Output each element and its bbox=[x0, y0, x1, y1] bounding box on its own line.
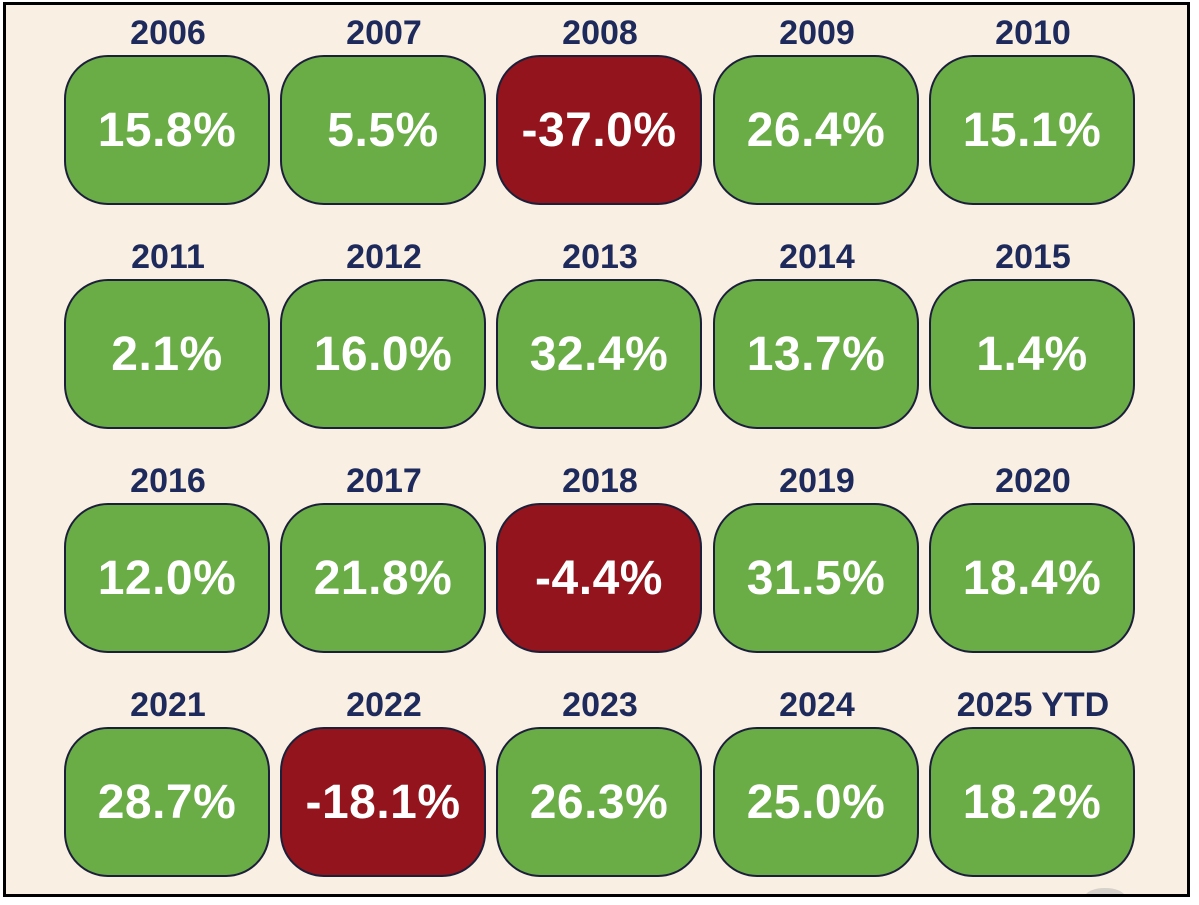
year-label: 2020 bbox=[995, 462, 1071, 500]
year-cell: 2017 21.8% bbox=[280, 461, 488, 653]
return-value: 12.0% bbox=[97, 551, 237, 605]
year-cell: 2013 32.4% bbox=[496, 237, 704, 429]
year-cell: 2015 1.4% bbox=[929, 237, 1137, 429]
year-label: 2024 bbox=[779, 686, 855, 724]
year-cell: 2011 2.1% bbox=[64, 237, 272, 429]
year-label: 2013 bbox=[562, 238, 638, 276]
year-label: 2022 bbox=[346, 686, 422, 724]
year-cell: 2009 26.4% bbox=[713, 13, 921, 205]
positive-return-tile: 15.1% bbox=[929, 55, 1135, 205]
positive-return-tile: 21.8% bbox=[280, 503, 486, 653]
year-cell: 2016 12.0% bbox=[64, 461, 272, 653]
return-value: 5.5% bbox=[327, 103, 439, 157]
return-value: 26.3% bbox=[529, 775, 669, 829]
corner-mark bbox=[1085, 888, 1125, 894]
year-label: 2025 YTD bbox=[956, 686, 1110, 724]
negative-return-tile: -18.1% bbox=[280, 727, 486, 877]
return-value: 15.8% bbox=[97, 103, 237, 157]
year-cell: 2018 -4.4% bbox=[496, 461, 704, 653]
return-value: 18.2% bbox=[962, 775, 1102, 829]
year-label: 2010 bbox=[995, 14, 1071, 52]
return-value: 1.4% bbox=[976, 327, 1088, 381]
year-label: 2015 bbox=[995, 238, 1071, 276]
year-cell: 2008 -37.0% bbox=[496, 13, 704, 205]
positive-return-tile: 15.8% bbox=[64, 55, 270, 205]
return-value: 13.7% bbox=[746, 327, 886, 381]
positive-return-tile: 25.0% bbox=[713, 727, 919, 877]
year-label: 2007 bbox=[346, 14, 422, 52]
year-label: 2011 bbox=[131, 238, 205, 276]
positive-return-tile: 5.5% bbox=[280, 55, 486, 205]
negative-return-tile: -4.4% bbox=[496, 503, 702, 653]
return-value: 16.0% bbox=[313, 327, 453, 381]
positive-return-tile: 26.3% bbox=[496, 727, 702, 877]
year-label: 2008 bbox=[562, 14, 638, 52]
year-cell: 2025 YTD 18.2% bbox=[929, 685, 1137, 877]
positive-return-tile: 31.5% bbox=[713, 503, 919, 653]
positive-return-tile: 13.7% bbox=[713, 279, 919, 429]
positive-return-tile: 32.4% bbox=[496, 279, 702, 429]
positive-return-tile: 1.4% bbox=[929, 279, 1135, 429]
returns-chart-frame: 2006 15.8% 2007 5.5% 2008 -37.0% 2009 26.4% 2010… bbox=[3, 2, 1190, 897]
negative-return-tile: -37.0% bbox=[496, 55, 702, 205]
positive-return-tile: 28.7% bbox=[64, 727, 270, 877]
return-value: 25.0% bbox=[746, 775, 886, 829]
return-value: -4.4% bbox=[535, 551, 663, 605]
return-value: -37.0% bbox=[521, 103, 677, 157]
returns-grid: 2006 15.8% 2007 5.5% 2008 -37.0% 2009 26.4% 2010… bbox=[6, 5, 1187, 894]
return-value: -18.1% bbox=[305, 775, 461, 829]
return-value: 2.1% bbox=[111, 327, 223, 381]
year-cell: 2022 -18.1% bbox=[280, 685, 488, 877]
return-value: 21.8% bbox=[313, 551, 453, 605]
return-value: 28.7% bbox=[97, 775, 237, 829]
positive-return-tile: 16.0% bbox=[280, 279, 486, 429]
year-label: 2019 bbox=[779, 462, 855, 500]
positive-return-tile: 18.4% bbox=[929, 503, 1135, 653]
year-cell: 2023 26.3% bbox=[496, 685, 704, 877]
positive-return-tile: 18.2% bbox=[929, 727, 1135, 877]
return-value: 32.4% bbox=[529, 327, 669, 381]
year-cell: 2020 18.4% bbox=[929, 461, 1137, 653]
year-cell: 2012 16.0% bbox=[280, 237, 488, 429]
positive-return-tile: 26.4% bbox=[713, 55, 919, 205]
year-cell: 2021 28.7% bbox=[64, 685, 272, 877]
year-label: 2021 bbox=[130, 686, 206, 724]
year-cell: 2010 15.1% bbox=[929, 13, 1137, 205]
year-label: 2017 bbox=[346, 462, 422, 500]
positive-return-tile: 12.0% bbox=[64, 503, 270, 653]
return-value: 31.5% bbox=[746, 551, 886, 605]
year-cell: 2019 31.5% bbox=[713, 461, 921, 653]
year-label: 2023 bbox=[562, 686, 638, 724]
year-cell: 2006 15.8% bbox=[64, 13, 272, 205]
year-label: 2016 bbox=[130, 462, 206, 500]
year-label: 2012 bbox=[346, 238, 422, 276]
year-label: 2018 bbox=[562, 462, 638, 500]
return-value: 26.4% bbox=[746, 103, 886, 157]
year-cell: 2024 25.0% bbox=[713, 685, 921, 877]
positive-return-tile: 2.1% bbox=[64, 279, 270, 429]
year-cell: 2014 13.7% bbox=[713, 237, 921, 429]
year-cell: 2007 5.5% bbox=[280, 13, 488, 205]
return-value: 15.1% bbox=[962, 103, 1102, 157]
year-label: 2006 bbox=[130, 14, 206, 52]
year-label: 2009 bbox=[779, 14, 855, 52]
return-value: 18.4% bbox=[962, 551, 1102, 605]
year-label: 2014 bbox=[779, 238, 855, 276]
